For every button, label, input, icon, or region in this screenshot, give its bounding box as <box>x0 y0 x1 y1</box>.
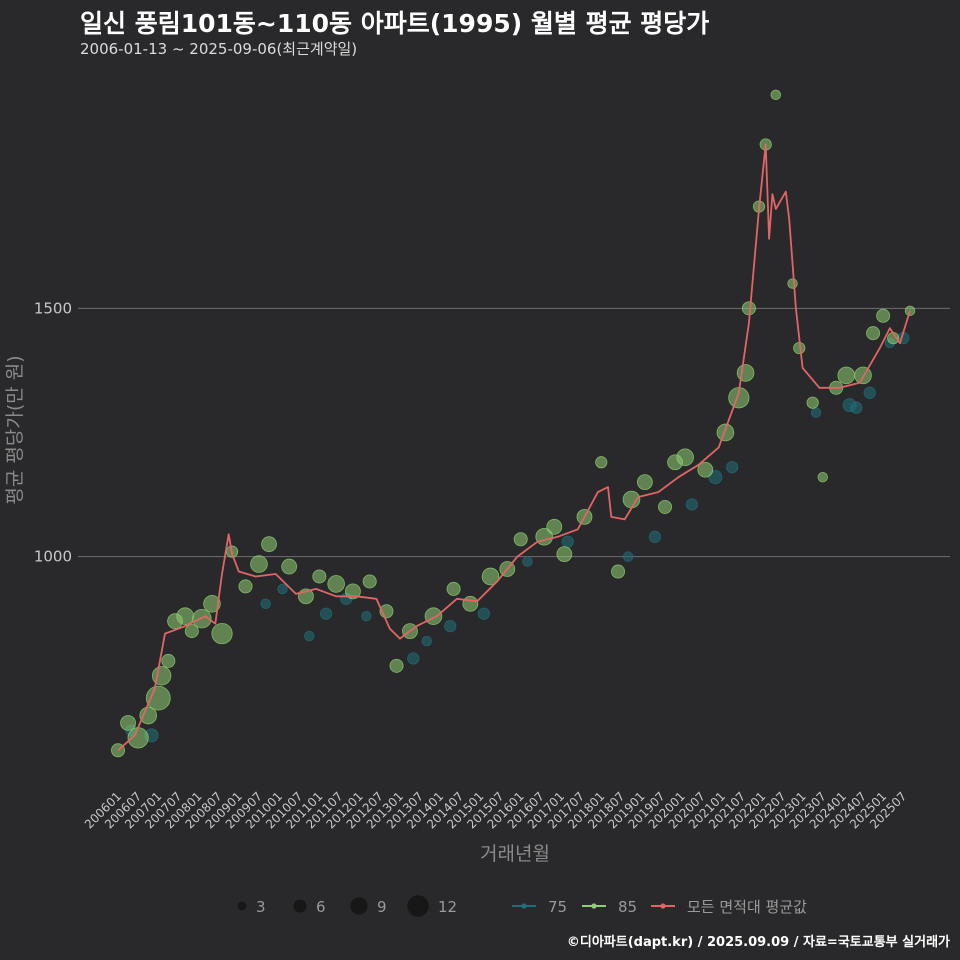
scatter-point-75-17 <box>708 470 723 485</box>
scatter-point-85-17 <box>281 558 298 575</box>
scatter-point-85-37 <box>611 564 626 579</box>
scatter-point-85-33 <box>546 518 563 535</box>
legend-label-area75: 75 <box>548 898 567 916</box>
scatter-point-85-24 <box>389 658 404 673</box>
scatter-point-75-9 <box>421 635 432 647</box>
legend-size-marker-9 <box>350 897 368 915</box>
legend-dot-line <box>660 903 666 909</box>
scatter-point-85-36 <box>595 456 608 469</box>
legend-dot-area85 <box>591 903 597 909</box>
scatter-point-75-19 <box>810 407 822 418</box>
scatter-point-85-34 <box>556 546 573 563</box>
scatter-point-85-12 <box>211 622 233 645</box>
scatter-point-85-21 <box>345 583 361 600</box>
scatter-point-75-7 <box>361 611 372 622</box>
legend-size-marker-6 <box>293 899 307 913</box>
scatter-point-85-46 <box>736 364 755 382</box>
legend-label-area85: 85 <box>618 898 637 916</box>
axis-layer: 1000150020060120060720070120070720080120… <box>34 299 910 831</box>
scatter-point-85-8 <box>176 607 194 626</box>
scatter-point-85-26 <box>424 607 443 626</box>
scatter-point-85-27 <box>446 581 461 596</box>
y-tick-label-1500: 1500 <box>34 299 72 317</box>
grid-layer <box>78 307 950 558</box>
scatter-point-85-43 <box>697 461 714 478</box>
scatter-point-85-59 <box>876 308 891 323</box>
legend-dot-area75 <box>521 903 527 909</box>
scatter-point-75-10 <box>444 620 457 633</box>
scatter-point-75-4 <box>304 630 315 642</box>
scatter-point-85-54 <box>817 471 828 483</box>
scatter-point-85-11 <box>203 594 221 613</box>
scatter-point-85-58 <box>866 326 881 341</box>
scatter-point-85-3 <box>139 706 158 725</box>
scatter-point-75-3 <box>277 583 288 595</box>
scatter-point-75-11 <box>477 607 490 620</box>
scatter-point-85-50 <box>770 89 781 101</box>
scatter-point-75-14 <box>622 551 634 562</box>
scatter-point-85-19 <box>312 569 327 584</box>
footer-credit: ©디아파트(dapt.kr) / 2025.09.09 / 자료=국토교통부 실… <box>566 935 950 950</box>
scatter-point-75-22 <box>863 386 876 399</box>
chart-subtitle: 2006-01-13 ~ 2025-09-06(최근계약일) <box>80 40 358 58</box>
y-tick-label-1000: 1000 <box>34 548 72 566</box>
y-axis-title: 평균 평당가(만 원) <box>4 355 26 504</box>
scatter-point-85-39 <box>636 474 653 491</box>
legend-size-label-9: 9 <box>377 898 387 916</box>
line-series-average <box>117 143 911 751</box>
scatter-point-85-9 <box>184 624 199 639</box>
scatter-point-85-56 <box>837 366 856 385</box>
scatter-point-85-15 <box>250 555 268 573</box>
scatter-layer <box>111 89 916 758</box>
scatter-point-85-29 <box>481 567 500 586</box>
scatter-point-85-14 <box>238 579 253 594</box>
scatter-point-75-5 <box>319 607 333 620</box>
scatter-point-85-42 <box>676 448 694 467</box>
scatter-point-85-20 <box>327 575 345 593</box>
scatter-point-85-22 <box>362 574 377 589</box>
legend-label-line: 모든 면적대 평균값 <box>687 898 807 916</box>
scatter-point-75-2 <box>260 598 271 609</box>
scatter-point-75-8 <box>407 652 420 665</box>
scatter-point-75-13 <box>561 535 574 548</box>
scatter-point-75-18 <box>726 461 739 474</box>
scatter-point-85-16 <box>261 536 277 553</box>
legend-size-label-6: 6 <box>316 898 326 916</box>
legend: 3 6 9 12 75 85 모든 면적대 평균값 <box>237 895 807 917</box>
scatter-point-85-44 <box>716 423 735 442</box>
scatter-point-85-31 <box>513 532 528 547</box>
legend-size-marker-12 <box>407 895 429 917</box>
scatter-point-75-15 <box>648 530 662 543</box>
scatter-point-85-40 <box>658 499 673 514</box>
legend-size-marker-3 <box>237 901 247 911</box>
scatter-point-85-53 <box>806 396 819 409</box>
legend-size-label-3: 3 <box>256 898 266 916</box>
chart-title: 일신 풍림101동~110동 아파트(1995) 월별 평균 평당가 <box>80 9 710 38</box>
line-layer <box>117 143 911 751</box>
scatter-point-75-12 <box>522 556 533 567</box>
scatter-point-75-16 <box>685 498 698 511</box>
scatter-point-85-51 <box>787 278 798 289</box>
scatter-point-85-1 <box>120 715 136 731</box>
scatter-point-85-28 <box>462 595 479 612</box>
legend-size-label-12: 12 <box>438 898 457 916</box>
x-axis-title: 거래년월 <box>480 843 550 865</box>
scatter-point-85-6 <box>161 653 176 668</box>
scatter-point-75-21 <box>850 401 863 414</box>
